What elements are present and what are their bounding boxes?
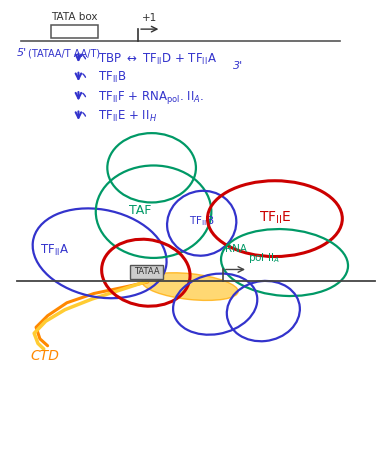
Text: TATA box: TATA box [52,12,98,22]
Text: TAF: TAF [128,204,151,217]
Text: RNA: RNA [225,244,247,254]
Text: TATAA: TATAA [134,267,159,276]
Text: (TATAA/T AA/T): (TATAA/T AA/T) [28,48,100,58]
Text: 3': 3' [232,61,242,72]
Text: TBP: TBP [133,266,158,278]
Text: TF$_{\rm II}$B: TF$_{\rm II}$B [98,70,126,85]
Text: TF$_{\rm II}$A: TF$_{\rm II}$A [40,243,69,258]
Text: +1: +1 [142,13,157,23]
Bar [52,26,98,39]
Text: TF$_{\rm II}$E + II$_H$: TF$_{\rm II}$E + II$_H$ [98,109,157,124]
Text: TF$_{\rm II}$F + RNA$_{\rm pol}$. II$_A$.: TF$_{\rm II}$F + RNA$_{\rm pol}$. II$_A$… [98,88,204,106]
Bar [130,265,163,279]
Text: pol II$_A$: pol II$_A$ [248,251,280,265]
Text: 5': 5' [17,47,27,58]
Text: TF$_{\rm II}$E: TF$_{\rm II}$E [259,210,291,226]
Text: CTD: CTD [30,349,59,363]
Text: TBP $\leftrightarrow$ TF$_{\rm II}$D + TF$_{\rm II}$A: TBP $\leftrightarrow$ TF$_{\rm II}$D + T… [98,52,217,66]
Ellipse shape [142,273,238,300]
Text: TF$_{\rm II}$B: TF$_{\rm II}$B [189,214,215,228]
